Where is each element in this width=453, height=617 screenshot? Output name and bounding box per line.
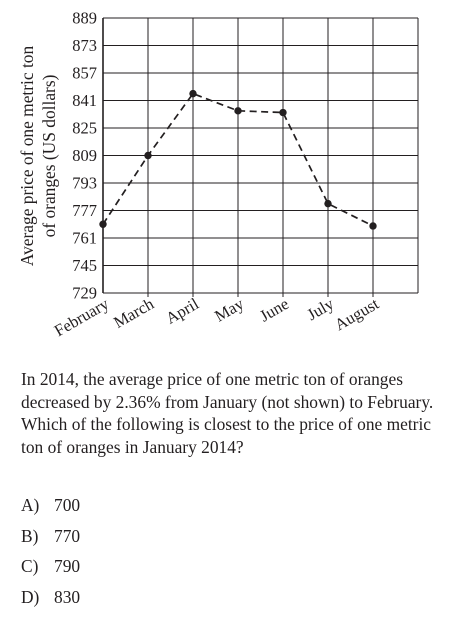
y-tick-label: 841 xyxy=(72,91,97,110)
x-tick-label: March xyxy=(110,294,157,332)
y-tick-label: 761 xyxy=(72,229,97,248)
y-tick-label: 809 xyxy=(72,146,97,165)
y-axis-title-line: Average price of one metric ton xyxy=(17,46,37,267)
choice-value: 790 xyxy=(54,556,81,576)
y-axis-title-line: of oranges (US dollars) xyxy=(39,74,59,237)
data-point xyxy=(144,151,152,160)
data-point xyxy=(234,107,242,115)
question-text: In 2014, the average price of one metric… xyxy=(21,369,434,457)
choice-letter: A) xyxy=(21,495,40,515)
x-tick-label: May xyxy=(211,294,247,326)
y-tick-label: 873 xyxy=(72,36,97,55)
x-tick-label: June xyxy=(256,294,292,326)
data-point xyxy=(279,108,287,117)
choice-letter: C) xyxy=(21,556,39,576)
choice-b[interactable]: B) 770 xyxy=(21,525,80,556)
x-tick-label: August xyxy=(331,294,382,334)
y-tick-label: 857 xyxy=(72,64,97,83)
y-tick-label: 793 xyxy=(72,174,97,193)
choice-d[interactable]: D) 830 xyxy=(21,586,80,617)
y-tick-label: 729 xyxy=(72,284,97,303)
choice-c[interactable]: C) 790 xyxy=(21,555,80,586)
data-point xyxy=(324,199,332,208)
y-tick-label: 745 xyxy=(72,256,97,275)
choice-a[interactable]: A) 700 xyxy=(21,494,80,525)
series-price xyxy=(99,89,377,230)
y-axis-title: Average price of one metric ton of orange… xyxy=(17,46,59,267)
data-point xyxy=(99,220,107,228)
y-tick-label: 889 xyxy=(72,9,97,28)
data-point xyxy=(189,89,197,98)
choice-value: 770 xyxy=(54,525,81,546)
choice-letter: D) xyxy=(21,586,40,607)
data-point xyxy=(369,222,377,230)
choice-value: 700 xyxy=(54,495,81,515)
price-line-chart: 729 745 761 777 793 809 825 841 857 873 889 Averag… xyxy=(17,9,419,341)
y-tick-label: 777 xyxy=(72,201,97,220)
y-tick-labels: 729 745 761 777 793 809 825 841 857 873 889 xyxy=(72,9,97,303)
choice-value: 830 xyxy=(54,586,81,607)
y-tick-label: 825 xyxy=(72,119,97,138)
answer-choices: A) 700 B) 770 C) 790 D) 830 xyxy=(21,494,80,616)
x-tick-label: April xyxy=(162,294,202,328)
choice-letter: B) xyxy=(21,525,39,546)
